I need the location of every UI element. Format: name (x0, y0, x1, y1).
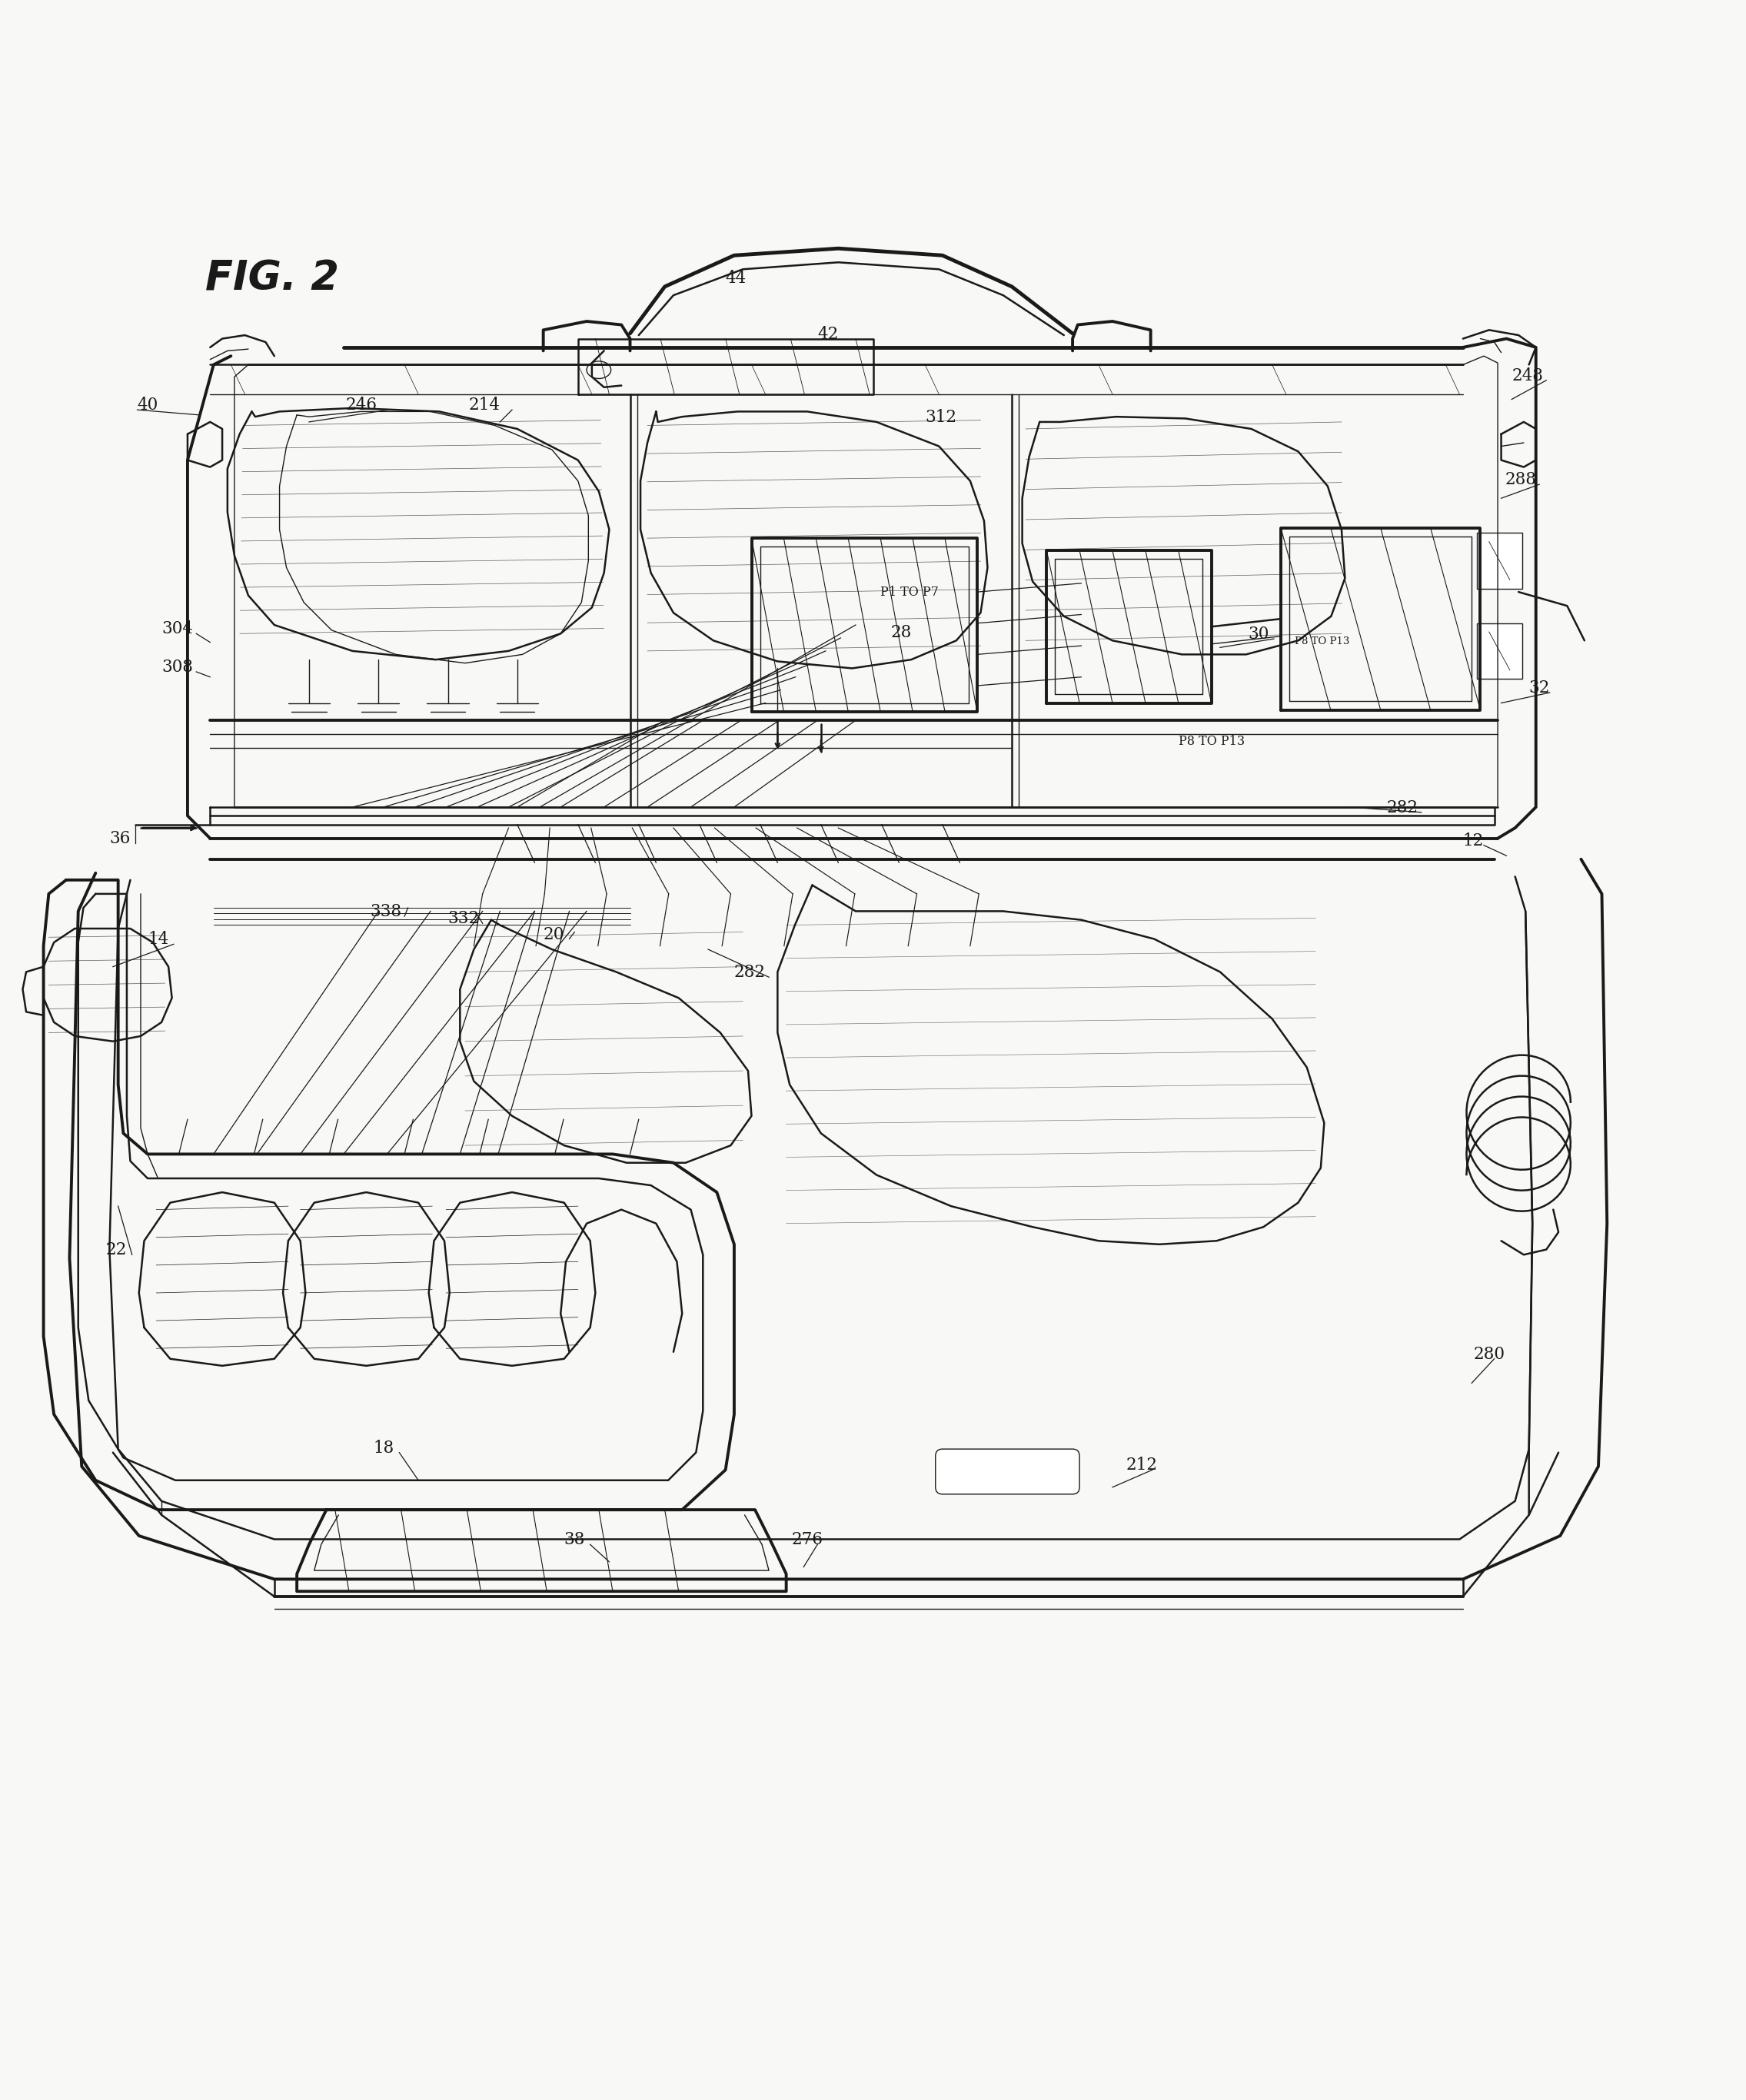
FancyBboxPatch shape (1477, 533, 1523, 588)
Text: 14: 14 (148, 930, 169, 947)
FancyBboxPatch shape (936, 1449, 1079, 1495)
Text: 288: 288 (1505, 470, 1536, 487)
Text: P1 TO P7: P1 TO P7 (880, 586, 938, 598)
Text: 28: 28 (890, 624, 911, 640)
Text: 332: 332 (447, 909, 480, 928)
Text: 18: 18 (374, 1439, 395, 1457)
Text: 282: 282 (733, 964, 766, 981)
Text: 20: 20 (543, 926, 564, 943)
Text: P8 TO P13: P8 TO P13 (1179, 735, 1245, 748)
Text: 32: 32 (1529, 680, 1550, 697)
Text: 304: 304 (162, 620, 194, 638)
Text: 214: 214 (468, 397, 499, 414)
Text: P8 TO P13: P8 TO P13 (1296, 636, 1350, 647)
Text: 276: 276 (791, 1531, 822, 1548)
Text: 246: 246 (346, 397, 377, 414)
Text: 12: 12 (1463, 832, 1484, 848)
Text: 338: 338 (370, 903, 402, 920)
Text: 36: 36 (110, 830, 131, 848)
Text: 38: 38 (564, 1531, 585, 1548)
Text: 248: 248 (1512, 368, 1543, 384)
Text: 212: 212 (1126, 1457, 1158, 1474)
Text: FIG. 2: FIG. 2 (204, 258, 339, 298)
Text: 282: 282 (1386, 800, 1418, 817)
Text: 22: 22 (107, 1241, 127, 1258)
Text: 44: 44 (726, 271, 747, 288)
Text: 312: 312 (925, 410, 957, 426)
Text: 308: 308 (162, 659, 194, 676)
FancyBboxPatch shape (1477, 624, 1523, 678)
Text: 280: 280 (1474, 1346, 1505, 1363)
Text: 40: 40 (138, 397, 159, 414)
Text: 42: 42 (817, 326, 838, 342)
Text: 30: 30 (1248, 626, 1269, 643)
